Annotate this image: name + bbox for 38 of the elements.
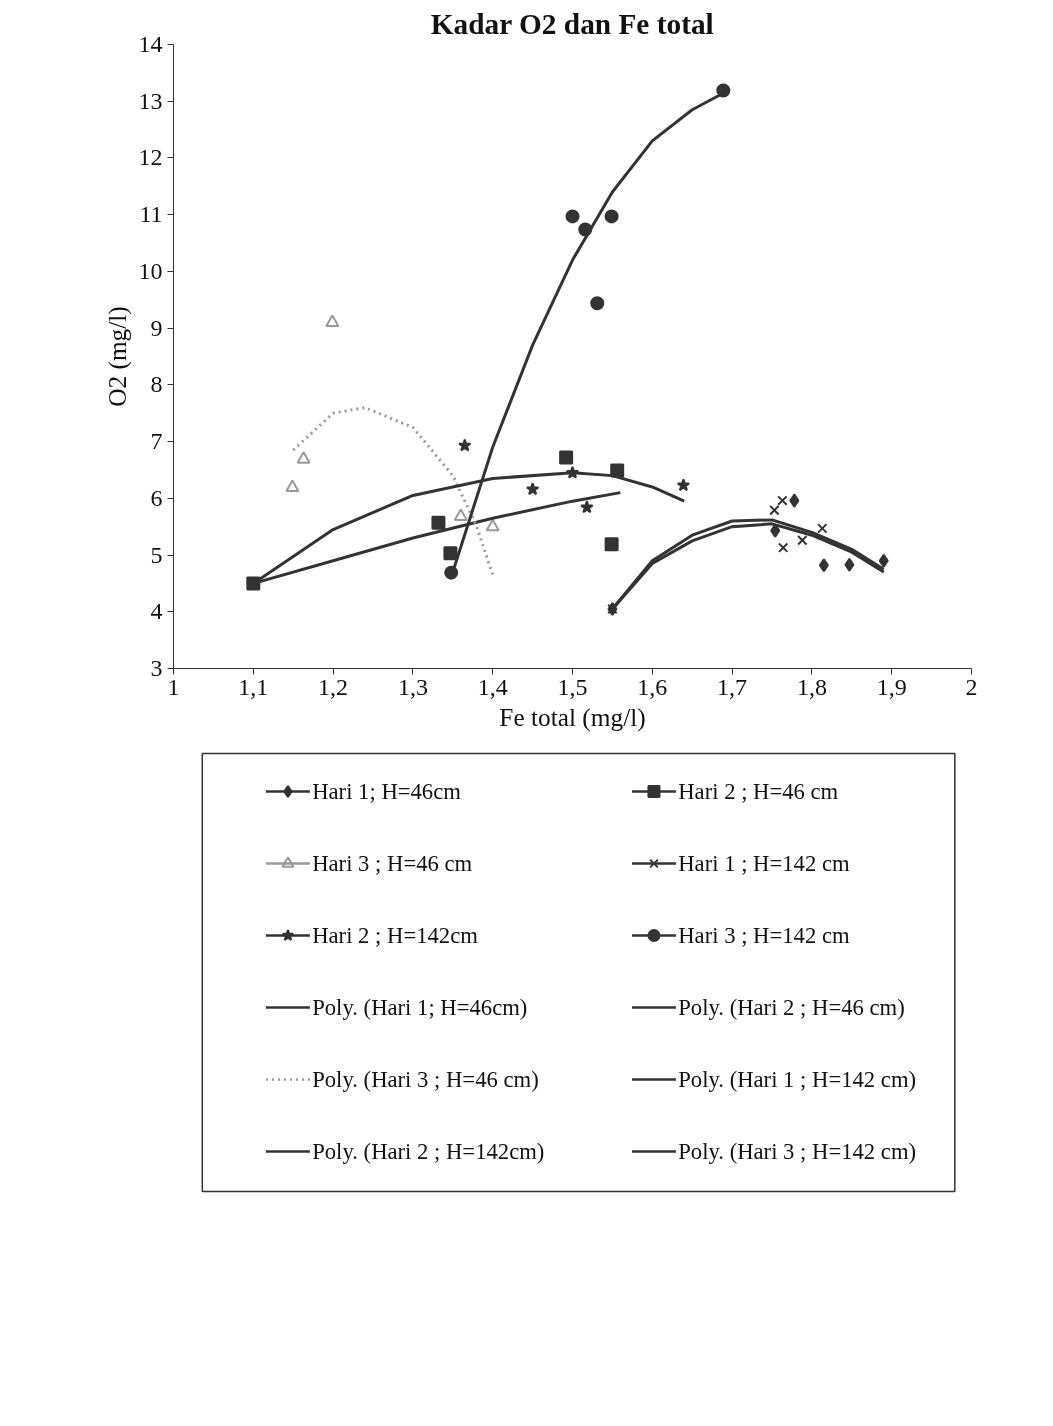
x-tick-label: 1,5 bbox=[557, 673, 588, 700]
legend-label: Hari 2 ; H=46 cm bbox=[678, 779, 839, 804]
legend-label: Poly. (Hari 3 ; H=46 cm) bbox=[312, 1067, 539, 1092]
x-tick-label: 1,1 bbox=[238, 673, 269, 700]
y-tick-label: 14 bbox=[138, 31, 163, 57]
legend-label: Poly. (Hari 1; H=46cm) bbox=[312, 995, 528, 1020]
legend-label: Hari 1; H=46cm bbox=[312, 779, 462, 804]
legend-label: Hari 1 ; H=142 cm bbox=[678, 851, 850, 876]
y-tick-label: 7 bbox=[150, 428, 163, 455]
y-tick-label: 4 bbox=[150, 598, 163, 625]
x-axis-title: Fe total (mg/l) bbox=[499, 702, 646, 732]
y-tick-label: 9 bbox=[150, 314, 163, 341]
x-tick-label: 1,8 bbox=[796, 673, 827, 700]
legend-label: Hari 3 ; H=142 cm bbox=[678, 923, 850, 948]
chart-title: Kadar O2 dan Fe total bbox=[430, 7, 714, 40]
y-tick-label: 10 bbox=[138, 257, 163, 284]
x-tick-label: 1,4 bbox=[477, 673, 508, 700]
y-tick-label: 6 bbox=[150, 484, 163, 511]
legend-label: Poly. (Hari 2 ; H=46 cm) bbox=[678, 995, 905, 1020]
y-tick-label: 11 bbox=[139, 201, 163, 228]
y-tick-label: 5 bbox=[150, 541, 163, 568]
x-tick-label: 1 bbox=[167, 673, 180, 700]
legend-label: Hari 3 ; H=46 cm bbox=[312, 851, 473, 876]
x-tick-label: 1,7 bbox=[717, 673, 748, 700]
x-tick-label: 1,6 bbox=[637, 673, 668, 700]
x-tick-label: 1,2 bbox=[318, 673, 349, 700]
legend-label: Poly. (Hari 3 ; H=142 cm) bbox=[678, 1139, 917, 1164]
x-tick-label: 2 bbox=[965, 673, 978, 700]
y-tick-label: 13 bbox=[138, 87, 163, 114]
y-tick-label: 12 bbox=[138, 144, 163, 171]
legend-label: Poly. (Hari 1 ; H=142 cm) bbox=[678, 1067, 917, 1092]
x-tick-label: 1,3 bbox=[397, 673, 428, 700]
x-tick-label: 1,9 bbox=[876, 673, 907, 700]
y-tick-label: 8 bbox=[150, 371, 163, 398]
legend-label: Hari 2 ; H=142cm bbox=[312, 923, 479, 948]
legend-label: Poly. (Hari 2 ; H=142cm) bbox=[312, 1139, 545, 1164]
y-tick-label: 3 bbox=[150, 655, 163, 681]
y-axis-title: O2 (mg/l) bbox=[102, 306, 132, 407]
